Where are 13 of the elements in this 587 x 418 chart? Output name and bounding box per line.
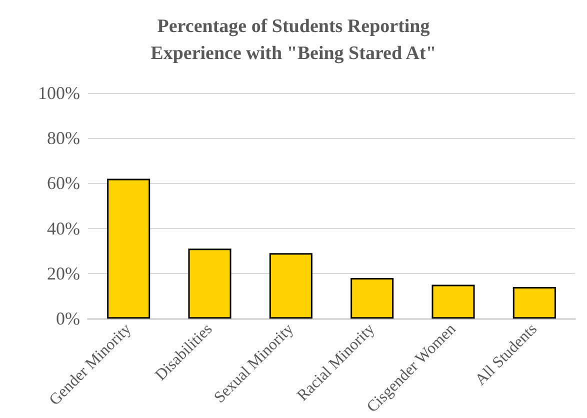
y-tick-label: 60% (47, 173, 80, 194)
y-tick-label: 0% (56, 308, 80, 329)
bar (107, 178, 150, 319)
chart-title: Percentage of Students Reporting Experience with "Being Stared At" (150, 16, 436, 64)
bar (188, 248, 232, 319)
y-tick-label: 80% (47, 128, 80, 148)
y-tick-label: 20% (47, 263, 80, 284)
y-tick-label: 100% (38, 83, 80, 103)
y-tick-label: 40% (47, 218, 80, 238)
bar (269, 253, 312, 319)
bar (350, 278, 394, 319)
bar (512, 287, 556, 319)
bar (432, 284, 475, 319)
